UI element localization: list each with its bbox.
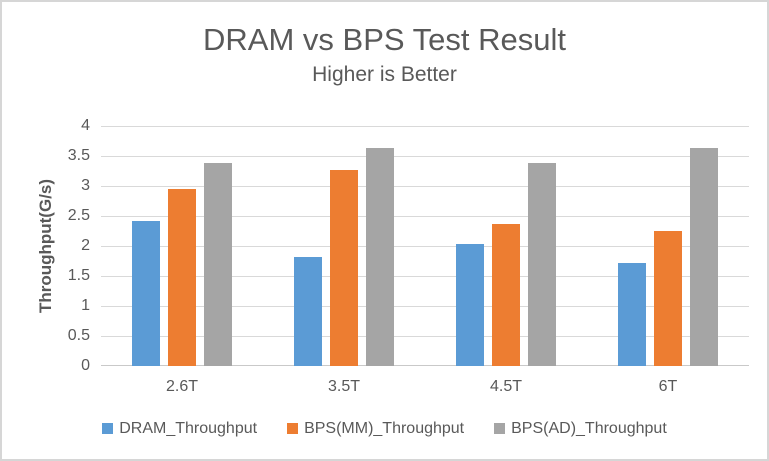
x-tick-label: 2.6T	[165, 378, 198, 395]
y-tick-label: 1	[81, 297, 90, 314]
legend-item: BPS(AD)_Throughput	[494, 419, 667, 438]
y-tick-label: 2.5	[67, 207, 90, 224]
y-tick-label: 0	[81, 357, 90, 374]
gridline	[101, 306, 749, 307]
legend-swatch	[494, 423, 506, 434]
y-tick-label: 4	[81, 117, 90, 134]
y-tick-label: 0.5	[67, 327, 90, 344]
y-tick-label: 2	[81, 237, 90, 254]
bar-BPS(AD)_Throughput-2.6T	[204, 163, 232, 366]
bar-BPS(MM)_Throughput-6T	[654, 231, 682, 366]
y-axis-ticks: 0 0.5 1 1.5 2 2.5 3 3.5 4	[2, 117, 90, 374]
gridline	[101, 156, 749, 157]
bar-BPS(AD)_Throughput-6T	[690, 148, 718, 366]
legend-swatch	[287, 423, 299, 434]
gridline	[101, 126, 749, 127]
x-axis-line	[101, 365, 749, 366]
bar-DRAM_Throughput-6T	[618, 263, 646, 366]
y-tick-label: 3	[81, 177, 90, 194]
x-tick-label: 3.5T	[327, 378, 360, 395]
gridline	[101, 216, 749, 217]
y-tick-label: 3.5	[67, 147, 90, 164]
y-tick-label: 1.5	[67, 267, 90, 284]
gridline	[101, 276, 749, 277]
legend-swatch	[102, 423, 114, 434]
x-tick-label: 6T	[658, 378, 678, 395]
x-tick-label: 4.5T	[489, 378, 522, 395]
bar-DRAM_Throughput-4.5T	[456, 244, 484, 366]
chart-title: DRAM vs BPS Test Result	[203, 22, 566, 57]
bar-DRAM_Throughput-2.6T	[132, 221, 160, 366]
legend: DRAM_Throughput BPS(MM)_Throughput BPS(AD)…	[2, 419, 767, 438]
gridline	[101, 186, 749, 187]
bar-BPS(MM)_Throughput-3.5T	[330, 170, 358, 366]
legend-label: BPS(MM)_Throughput	[304, 420, 465, 437]
bar-BPS(AD)_Throughput-4.5T	[528, 163, 556, 366]
legend-label: BPS(AD)_Throughput	[511, 420, 667, 437]
legend-item: DRAM_Throughput	[102, 419, 257, 438]
legend-label: DRAM_Throughput	[119, 420, 258, 437]
legend-item: BPS(MM)_Throughput	[287, 419, 464, 438]
x-axis-labels: 2.6T 3.5T 4.5T 6T	[101, 377, 749, 397]
gridline	[101, 336, 749, 337]
bar-BPS(AD)_Throughput-3.5T	[366, 148, 394, 366]
bar-BPS(MM)_Throughput-4.5T	[492, 224, 520, 366]
bar-BPS(MM)_Throughput-2.6T	[168, 189, 196, 366]
plot-area	[101, 126, 749, 366]
bar-DRAM_Throughput-3.5T	[294, 257, 322, 366]
chart-subtitle: Higher is Better	[312, 63, 457, 86]
gridline	[101, 246, 749, 247]
